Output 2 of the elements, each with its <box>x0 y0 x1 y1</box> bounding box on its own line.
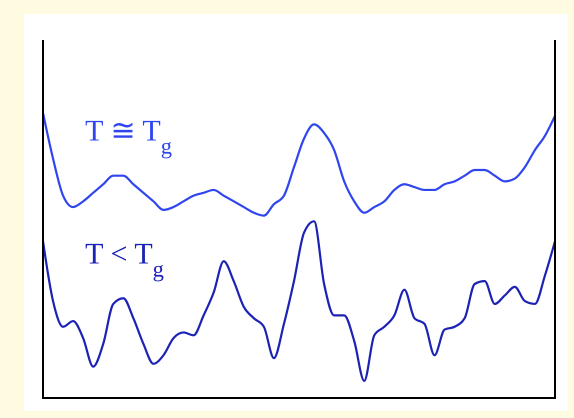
series-label: T < T$_{g}$ <box>85 237 164 281</box>
series-label: T ≅ T$_{g}$ <box>85 114 172 158</box>
